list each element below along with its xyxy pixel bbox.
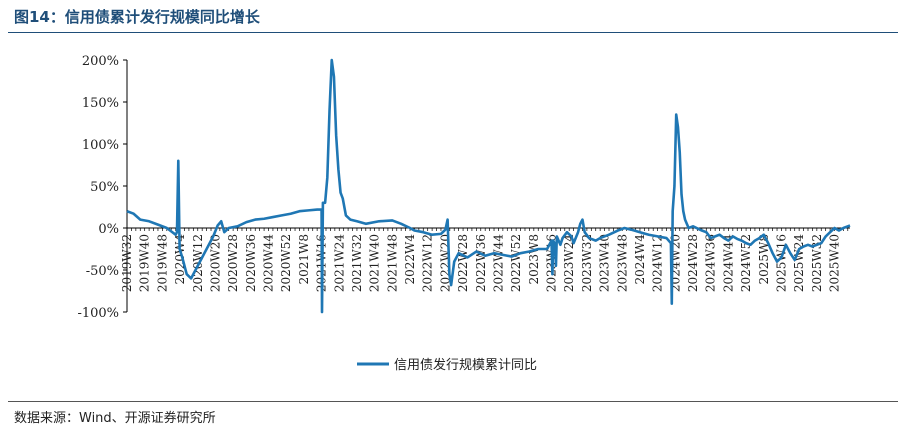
x-tick-label: 2020W4 [173, 234, 187, 285]
x-tick-label: 2024W12 [651, 234, 665, 292]
footer-divider [8, 401, 898, 402]
x-tick-label: 2023W32 [580, 234, 594, 292]
y-tick-label: 100% [82, 138, 119, 153]
x-tick-label: 2020W36 [244, 234, 258, 292]
x-tick-label: 2020W44 [262, 234, 276, 293]
x-tick-label: 2024W28 [686, 234, 700, 292]
x-tick-label: 2020W28 [226, 234, 240, 292]
x-tick-label: 2023W48 [615, 234, 629, 292]
x-tick-label: 2024W44 [721, 234, 735, 293]
x-tick-label: 2024W4 [633, 234, 647, 285]
x-tick-label: 2022W12 [421, 234, 435, 292]
x-tick-label: 2019W32 [120, 234, 134, 292]
x-tick-label: 2020W20 [208, 234, 222, 292]
x-tick-label: 2024W52 [739, 234, 753, 292]
x-tick-label: 2022W52 [509, 234, 523, 292]
x-tick-label: 2025W8 [757, 234, 771, 285]
y-tick-label: 150% [82, 96, 119, 111]
x-tick-label: 2021W24 [332, 234, 346, 293]
x-tick-label: 2025W32 [810, 234, 824, 292]
x-tick-label: 2019W40 [138, 234, 152, 292]
title-divider [8, 32, 898, 33]
y-tick-label: 50% [90, 180, 119, 195]
x-tick-label: 2023W24 [562, 234, 576, 293]
y-tick-label: 0% [98, 222, 119, 237]
series-layer [126, 58, 851, 314]
x-tick-label: 2025W16 [774, 234, 788, 292]
x-tick-label: 2021W48 [385, 234, 399, 292]
x-tick-label: 2022W28 [456, 234, 470, 292]
x-tick-label: 2025W40 [828, 234, 842, 292]
x-tick-label: 2021W32 [350, 234, 364, 292]
y-tick-label: -100% [77, 306, 119, 321]
x-tick-label: 2025W24 [792, 234, 806, 293]
x-tick-label: 2023W40 [598, 234, 612, 292]
legend-label: 信用债发行规模累计同比 [394, 357, 537, 373]
x-tick-label: 2021W40 [368, 234, 382, 292]
y-axis: 200% 150% 100% 50% 0% -50% -100% [77, 54, 128, 321]
chart-title: 图14：信用债累计发行规模同比增长 [14, 8, 260, 26]
line-chart: 200% 150% 100% 50% 0% -50% -100% 2019W32 2019W4… [77, 54, 851, 373]
x-tick-label: 2020W52 [279, 234, 293, 292]
x-tick-label: 2021W8 [297, 234, 311, 285]
legend: 信用债发行规模累计同比 [357, 357, 537, 373]
x-tick-label: 2023W8 [527, 234, 541, 285]
series-line [126, 58, 851, 314]
x-tick-label: 2019W48 [155, 234, 169, 292]
y-tick-label: 200% [82, 54, 119, 69]
x-tick-label: 2024W36 [704, 234, 718, 292]
source-note: 数据来源：Wind、开源证券研究所 [14, 411, 216, 426]
y-tick-label: -50% [86, 264, 119, 279]
x-axis: 2019W32 2019W40 2019W48 2020W4 2020W12 2020W2… [120, 227, 850, 293]
x-tick-label: 2022W36 [474, 234, 488, 292]
x-tick-label: 2022W44 [491, 234, 505, 293]
x-tick-label: 2022W4 [403, 234, 417, 285]
